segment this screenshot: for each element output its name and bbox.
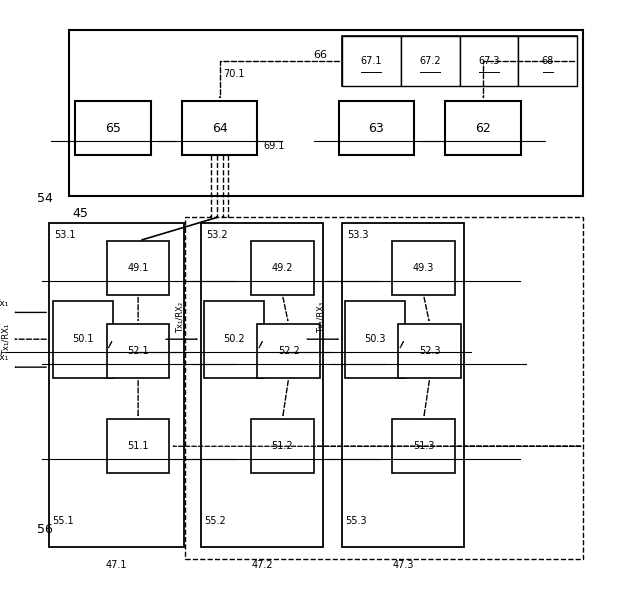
Bar [69,30,584,197]
Text: 49.3: 49.3 [413,263,434,273]
Text: 50.1: 50.1 [72,334,94,344]
Bar [251,241,314,294]
Text: 50.3: 50.3 [364,334,386,344]
Text: 67.1: 67.1 [360,56,382,66]
Text: 49.1: 49.1 [127,263,148,273]
Bar [401,36,460,86]
Text: 68: 68 [541,56,554,66]
Text: 53.1: 53.1 [54,230,76,240]
Bar [257,324,320,378]
Text: 63: 63 [369,121,385,135]
Bar [201,223,323,548]
Text: 55.2: 55.2 [204,515,226,526]
Bar [445,101,521,155]
Text: 49.2: 49.2 [271,263,293,273]
Bar [182,101,257,155]
Text: 52.3: 52.3 [419,346,440,356]
Bar [107,241,170,294]
Bar [460,36,518,86]
Bar [107,419,170,473]
Text: 67.2: 67.2 [419,56,441,66]
Text: 51.3: 51.3 [413,441,434,451]
Text: 62: 62 [475,121,491,135]
Text: 55.1: 55.1 [52,515,74,526]
Text: 56: 56 [36,523,52,535]
Bar [392,419,455,473]
Text: Tx₁: Tx₁ [0,299,8,308]
Bar [204,300,264,378]
Text: 50.2: 50.2 [223,334,244,344]
Text: 64: 64 [212,121,228,135]
Bar [107,324,170,378]
Bar [76,101,150,155]
Text: 47.1: 47.1 [106,560,127,570]
Text: Tx₁: Tx₁ [0,353,8,362]
Text: 66: 66 [314,50,328,60]
Bar [185,217,584,559]
Text: 67.3: 67.3 [478,56,500,66]
Text: 52.2: 52.2 [278,346,300,356]
Text: Tx₁/RX₃: Tx₁/RX₃ [317,302,326,333]
Text: Tx₁/RX₁: Tx₁/RX₁ [1,324,10,355]
Bar [342,223,464,548]
Text: 69.1: 69.1 [264,141,285,151]
Bar [54,300,113,378]
Bar [392,241,455,294]
Bar [398,324,461,378]
Text: 47.3: 47.3 [392,560,414,570]
Text: 55.3: 55.3 [345,515,367,526]
Bar [342,36,577,86]
Bar [339,101,414,155]
Text: 47.2: 47.2 [251,560,273,570]
Text: 54: 54 [36,192,52,205]
Bar [518,36,577,86]
Bar [49,223,184,548]
Text: 51.1: 51.1 [127,441,149,451]
Text: 65: 65 [105,121,121,135]
Text: 70.1: 70.1 [223,69,244,80]
Text: 51.2: 51.2 [271,441,293,451]
Text: 52.1: 52.1 [127,346,149,356]
Text: Tx₁/RX₂: Tx₁/RX₂ [175,302,184,333]
Bar [342,36,401,86]
Bar [251,419,314,473]
Text: 53.3: 53.3 [347,230,369,240]
Text: 45: 45 [72,207,88,220]
Text: 53.2: 53.2 [206,230,227,240]
Bar [345,300,404,378]
